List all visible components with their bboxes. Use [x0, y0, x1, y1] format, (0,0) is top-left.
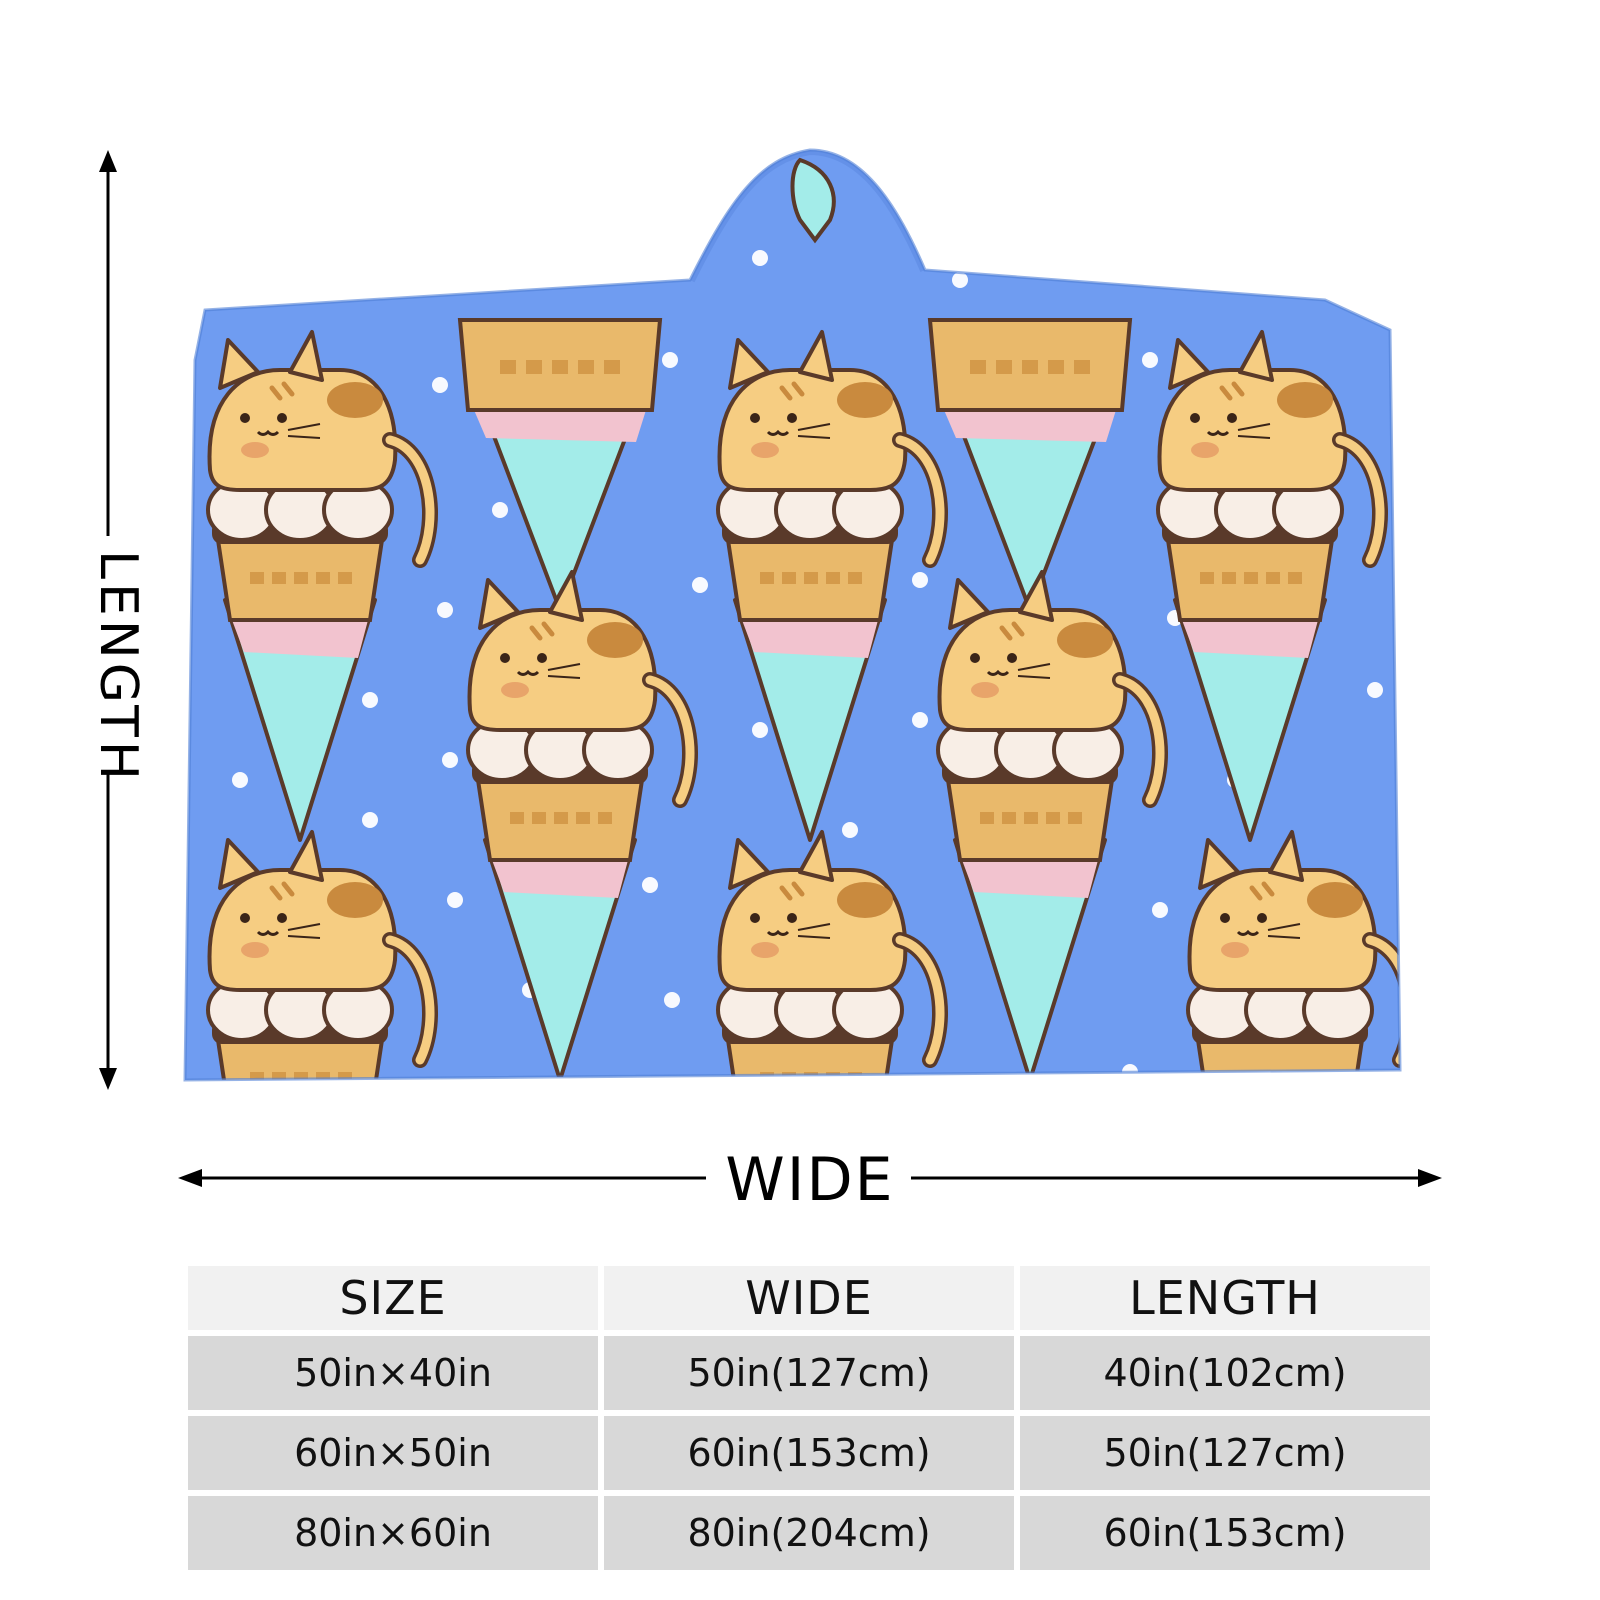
cell-size: 80in×60in: [188, 1496, 598, 1570]
double-arrow-horizontal-icon: [178, 1169, 1442, 1187]
table-header-row: SIZE WIDE LENGTH: [188, 1266, 1430, 1330]
cell-size: 60in×50in: [188, 1416, 598, 1490]
cell-length: 40in(102cm): [1020, 1336, 1430, 1410]
double-arrow-vertical-icon: [99, 150, 117, 1090]
cell-wide: 60in(153cm): [604, 1416, 1014, 1490]
length-label: LENGTH: [88, 550, 148, 785]
table-row: 60in×50in 60in(153cm) 50in(127cm): [188, 1416, 1430, 1490]
cell-wide: 80in(204cm): [604, 1496, 1014, 1570]
size-table: SIZE WIDE LENGTH 50in×40in 50in(127cm) 4…: [182, 1260, 1436, 1576]
header-wide: WIDE: [604, 1266, 1014, 1330]
blanket-pattern: [185, 150, 1400, 1080]
cell-size: 50in×40in: [188, 1336, 598, 1410]
cell-length: 60in(153cm): [1020, 1496, 1430, 1570]
table-row: 50in×40in 50in(127cm) 40in(102cm): [188, 1336, 1430, 1410]
cell-wide: 50in(127cm): [604, 1336, 1014, 1410]
header-size: SIZE: [188, 1266, 598, 1330]
header-length: LENGTH: [1020, 1266, 1430, 1330]
cell-length: 50in(127cm): [1020, 1416, 1430, 1490]
wide-label: WIDE: [725, 1145, 895, 1215]
table-row: 80in×60in 80in(204cm) 60in(153cm): [188, 1496, 1430, 1570]
